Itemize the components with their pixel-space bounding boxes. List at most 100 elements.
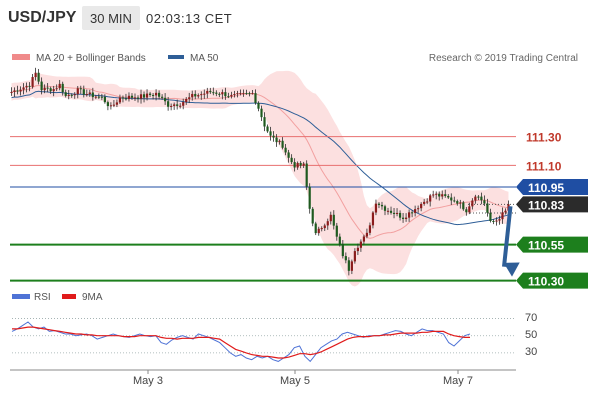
ma9-legend-swatch: [62, 294, 76, 299]
candle-body: [389, 210, 393, 213]
candle-body: [67, 94, 70, 96]
candle-body: [344, 256, 347, 261]
candle-body: [474, 196, 477, 201]
moving-average-layer: [11, 84, 509, 239]
candle-body: [182, 102, 185, 106]
candle-body: [233, 94, 236, 96]
candle-body: [459, 202, 462, 204]
candle-body: [453, 200, 456, 202]
candle-body: [432, 194, 435, 196]
rsi-legend-label: RSI: [34, 292, 51, 303]
candle-body: [55, 88, 58, 90]
ma50-line: [11, 90, 509, 226]
candle-body: [109, 105, 113, 107]
candle-body: [356, 247, 359, 252]
candle-body: [127, 95, 131, 100]
candle-body: [209, 90, 212, 93]
candle-body: [263, 117, 266, 127]
candle-body: [386, 210, 390, 212]
rsi-legend-swatch: [12, 294, 30, 299]
candle-body: [404, 217, 408, 219]
support-price-tag: [516, 236, 588, 253]
candle-body: [320, 228, 323, 230]
candle-body: [73, 94, 76, 96]
pivot-price-tag: [516, 179, 588, 196]
forecast-arrow-head: [503, 262, 520, 277]
candle-body: [257, 102, 260, 109]
candle-body: [281, 140, 284, 148]
forecast-arrow-shaft: [502, 206, 513, 267]
support-price-tag-label: 110.30: [528, 275, 564, 289]
candle-body: [61, 83, 64, 93]
symbol-title: USD/JPY: [8, 9, 77, 26]
candle-body: [106, 102, 109, 107]
forecast-arrow-layer: [502, 206, 520, 277]
candle-body: [82, 89, 85, 95]
candle-body: [371, 212, 375, 226]
candle-body: [100, 96, 103, 98]
candle-body: [218, 93, 221, 95]
candle-body: [365, 232, 369, 237]
candle-body: [70, 94, 73, 96]
candle-body: [254, 93, 257, 103]
candle-body: [414, 209, 417, 213]
ma50-legend-swatch: [168, 55, 184, 59]
legend: MA 20 + Bollinger Bands MA 50 Research ©…: [12, 53, 578, 64]
candle-body: [284, 147, 287, 153]
timeframe-button[interactable]: 30 MIN: [82, 6, 140, 30]
copyright-text: Research © 2019 Trading Central: [429, 53, 578, 64]
candle-body: [167, 101, 170, 107]
candle-body: [395, 212, 399, 214]
candle-body: [64, 92, 67, 96]
candle-body: [420, 203, 423, 209]
candle-body: [347, 260, 350, 271]
candle-body: [480, 196, 483, 201]
candle-body: [112, 104, 116, 106]
candle-body: [148, 93, 152, 95]
candle-body: [46, 87, 49, 89]
candle-body: [266, 126, 269, 132]
bands-legend-swatch: [12, 54, 30, 60]
candle-body: [142, 94, 146, 98]
candle-body: [489, 212, 492, 221]
candle-body: [10, 91, 13, 93]
candle-body: [383, 206, 387, 211]
candle-body: [227, 96, 230, 98]
candle-body: [161, 96, 164, 98]
rsi-level-label: 50: [525, 329, 537, 341]
candle-body: [145, 93, 149, 98]
candle-body: [287, 152, 290, 158]
candle-body: [94, 96, 97, 98]
candle-body: [245, 92, 248, 94]
clock-display: 02:03:13 CET: [146, 10, 233, 26]
candle-body: [236, 93, 239, 95]
candle-body: [272, 135, 275, 138]
candle-body: [456, 201, 459, 204]
candle-body: [221, 92, 224, 95]
candle-body: [76, 88, 79, 95]
candle-body: [275, 137, 278, 143]
bands-legend-label: MA 20 + Bollinger Bands: [36, 53, 146, 64]
candle-body: [426, 201, 429, 203]
x-tick-label: May 3: [133, 375, 163, 387]
candle-body: [353, 251, 356, 262]
candle-body: [450, 197, 453, 201]
candle-body: [194, 93, 197, 97]
candle-body: [43, 87, 46, 91]
pivot-price-tag-label: 110.95: [528, 181, 564, 195]
candle-body: [139, 94, 143, 99]
candle-body: [398, 212, 402, 218]
candle-body: [350, 261, 353, 271]
candle-body: [154, 92, 158, 96]
rsi-level-label: 70: [525, 312, 537, 324]
candle-body: [468, 206, 471, 213]
candle-body: [188, 97, 191, 99]
candle-body: [242, 92, 245, 94]
candle-body: [374, 203, 378, 213]
candle-body: [477, 196, 480, 198]
candle-body: [299, 162, 302, 166]
ma9-legend-label: 9MA: [82, 292, 103, 303]
candle-body: [136, 97, 140, 99]
